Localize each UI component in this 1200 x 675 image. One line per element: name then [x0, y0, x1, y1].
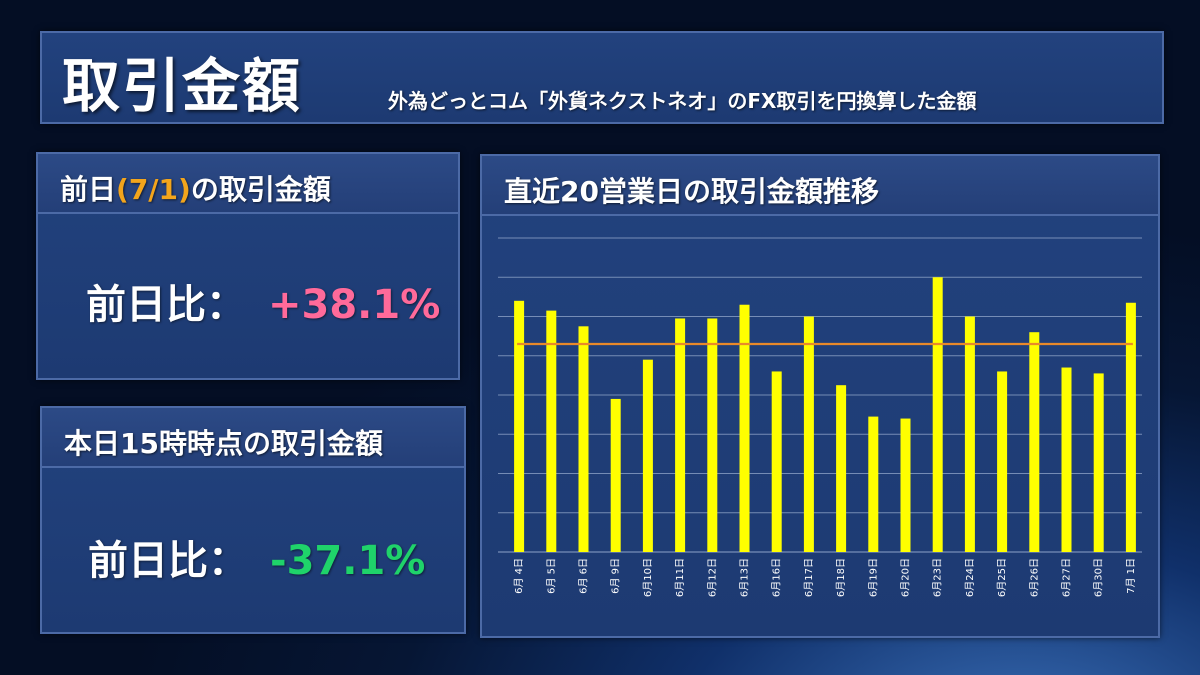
- bar: [964, 316, 975, 552]
- prev-day-card: 前日(7/1)の取引金額 前日比： +38.1%: [36, 152, 460, 380]
- today-card: 本日15時時点の取引金額 前日比： -37.1%: [40, 406, 466, 634]
- bar: [1125, 302, 1136, 552]
- chart-header: 直近20営業日の取引金額推移: [482, 156, 1158, 216]
- page-title: 取引金額: [62, 52, 303, 120]
- bar: [546, 310, 557, 552]
- prev-day-card-heading: 前日(7/1)の取引金額: [60, 168, 331, 208]
- x-tick-label: 6月 9日: [610, 558, 622, 594]
- bar: [836, 385, 847, 552]
- bar: [675, 318, 686, 552]
- today-card-header: 本日15時時点の取引金額: [42, 408, 464, 468]
- heading-prefix: 前日: [60, 173, 117, 206]
- x-tick-label: 6月 4日: [513, 558, 525, 594]
- bar: [997, 371, 1008, 552]
- bar-chart: 6月 4日 6月 5日 6月 6日 6月 9日 6月10日 6月11日 6月12日 6月13日…: [498, 237, 1142, 597]
- x-tick-label: 6月 6日: [578, 558, 590, 594]
- bar: [1029, 332, 1040, 552]
- x-tick-label: 6月12日: [706, 558, 718, 597]
- ratio-value: +38.1%: [268, 282, 441, 328]
- bar: [803, 316, 814, 552]
- x-tick-label: 6月13日: [739, 558, 751, 597]
- prev-day-ratio: 前日比： +38.1%: [86, 272, 440, 330]
- x-tick-label: 6月10日: [642, 558, 654, 597]
- chart-title: 直近20営業日の取引金額推移: [504, 175, 879, 208]
- bar: [578, 326, 589, 552]
- prev-day-card-header: 前日(7/1)の取引金額: [38, 154, 458, 214]
- x-tick-label: 6月24日: [964, 558, 976, 597]
- bar: [739, 304, 750, 552]
- x-tick-label: 6月 5日: [545, 558, 557, 594]
- x-tick-label: 6月23日: [932, 558, 944, 597]
- bar: [1093, 373, 1104, 552]
- x-tick-label: 6月26日: [1028, 558, 1040, 597]
- bar: [771, 371, 782, 552]
- today-card-heading: 本日15時時点の取引金額: [64, 427, 383, 460]
- x-tick-label: 6月30日: [1093, 558, 1105, 597]
- bar: [1061, 367, 1072, 552]
- bar: [707, 318, 718, 552]
- bar: [642, 359, 653, 552]
- bar: [900, 418, 911, 552]
- x-tick-label: 6月16日: [771, 558, 783, 597]
- chart-panel: 直近20営業日の取引金額推移 6月 4日 6月 5日 6月 6日 6月 9日 6月10日…: [480, 154, 1160, 638]
- x-tick-label: 7月 1日: [1125, 558, 1137, 594]
- title-panel: 取引金額 外為どっとコム「外貨ネクストネオ」のFX取引を円換算した金額: [40, 31, 1164, 124]
- x-tick-label: 6月18日: [835, 558, 847, 597]
- bar: [868, 416, 879, 552]
- x-tick-label: 6月17日: [803, 558, 815, 597]
- page-subtitle: 外為どっとコム「外貨ネクストネオ」のFX取引を円換算した金額: [388, 89, 977, 113]
- bar: [932, 277, 943, 552]
- x-tick-label: 6月11日: [674, 558, 686, 597]
- x-tick-label: 6月20日: [900, 558, 912, 597]
- bar: [514, 300, 525, 552]
- heading-date: (7/1): [116, 173, 191, 206]
- ratio-label: 前日比：: [86, 282, 246, 328]
- x-tick-label: 6月19日: [867, 558, 879, 597]
- ratio-value: -37.1%: [270, 538, 426, 584]
- x-tick-label: 6月25日: [996, 558, 1008, 597]
- bar: [610, 398, 621, 552]
- heading-suffix: の取引金額: [190, 173, 331, 206]
- x-tick-label: 6月27日: [1061, 558, 1073, 597]
- ratio-label: 前日比：: [88, 538, 248, 584]
- today-ratio: 前日比： -37.1%: [88, 528, 425, 586]
